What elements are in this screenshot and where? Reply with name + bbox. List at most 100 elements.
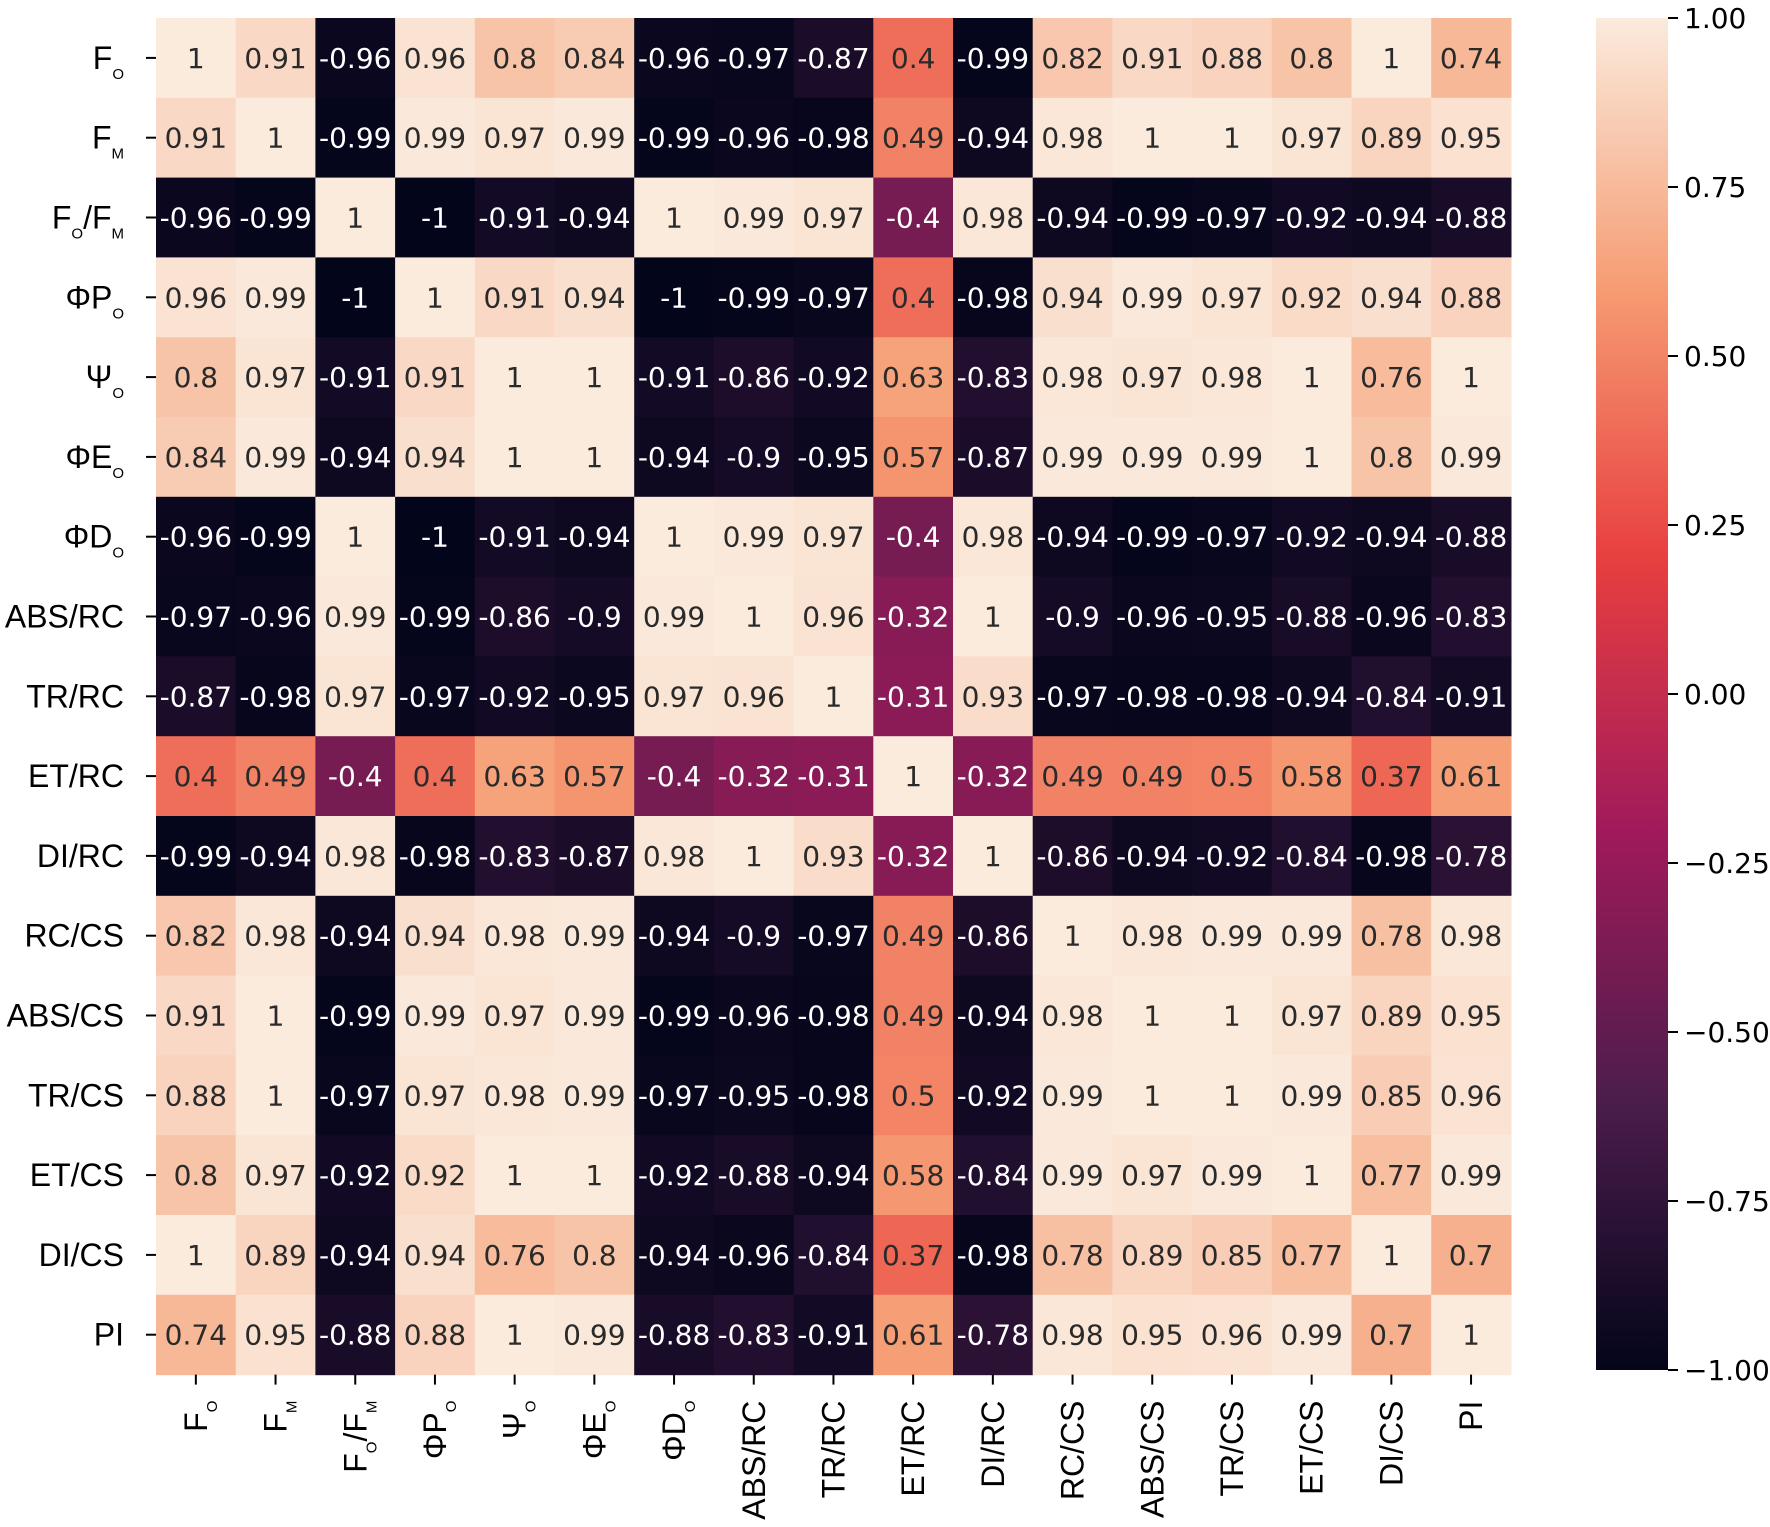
cell-value-label: 0.61: [1440, 760, 1502, 793]
cell-value-label: 0.98: [1440, 920, 1502, 953]
cell-value-label: -0.91: [478, 202, 550, 235]
heatmap-cell: [873, 576, 954, 657]
heatmap-cell: [1431, 337, 1512, 418]
cell-value-label: 0.78: [1041, 1239, 1103, 1272]
heatmap-cell: [315, 576, 396, 657]
x-tick-label: TR/CS: [1214, 1401, 1250, 1497]
heatmap-cell: [315, 97, 396, 179]
x-tick-label: ET/RC: [895, 1401, 931, 1497]
heatmap-cell: [793, 257, 874, 338]
cell-value-label: 0.78: [1360, 920, 1422, 953]
heatmap-cell: [953, 1294, 1034, 1376]
heatmap-cell: [634, 736, 715, 817]
heatmap-cell: [873, 257, 954, 338]
heatmap-cell: [1112, 417, 1193, 498]
heatmap-cell: [395, 1294, 476, 1376]
cell-value-label: -0.97: [797, 920, 869, 953]
heatmap-cell: [1192, 1294, 1273, 1376]
heatmap-cell: [1032, 496, 1113, 578]
heatmap-cell: [1431, 1055, 1512, 1136]
heatmap-cell: [713, 736, 795, 817]
cell-value-label: -0.92: [1196, 840, 1268, 873]
heatmap-cell: [474, 895, 556, 977]
cell-value-label: 0.96: [802, 601, 864, 634]
heatmap-cell: [1032, 816, 1113, 897]
x-tick-label: TR/RC: [815, 1401, 851, 1499]
colorbar-tick-label: 0.75: [1684, 171, 1746, 204]
cell-value-label: 0.89: [244, 1239, 306, 1272]
cell-value-label: -0.98: [957, 1239, 1029, 1272]
cell-value-label: -0.98: [1116, 680, 1188, 713]
cell-value-label: -0.98: [1355, 840, 1427, 873]
cell-value-label: 0.88: [1201, 42, 1263, 75]
y-tick-label: ABS/CS: [7, 998, 124, 1034]
cell-value-label: 0.76: [1360, 361, 1422, 394]
heatmap-cell: [793, 656, 874, 737]
heatmap-cell: [1032, 177, 1113, 258]
cell-value-label: 1: [825, 680, 843, 713]
cell-value-label: -0.99: [1116, 521, 1188, 554]
cell-value-label: 0.98: [1041, 361, 1103, 394]
cell-value-label: -0.94: [1116, 840, 1188, 873]
cell-value-label: 0.85: [1201, 1239, 1263, 1272]
cell-value-label: 0.98: [962, 521, 1024, 554]
heatmap-cell: [953, 97, 1034, 179]
heatmap-cell: [1032, 576, 1113, 657]
heatmap-cell: [1112, 496, 1193, 578]
heatmap-cell: [156, 177, 237, 258]
heatmap-cell: [1192, 1055, 1273, 1136]
heatmap-cell: [554, 1294, 635, 1376]
heatmap-cell: [713, 1294, 795, 1376]
heatmap-cell: [793, 97, 874, 179]
heatmap-cell: [156, 736, 237, 817]
cell-value-label: 0.49: [882, 1000, 944, 1033]
heatmap-cell: [235, 576, 316, 657]
cell-value-label: 0.99: [1201, 441, 1263, 474]
x-tick-label: ΦPO: [417, 1401, 460, 1460]
colorbar: 1.00 0.75 0.50 0.25 0.00 −0.25 −0.50 −0.75 −1.00: [1596, 2, 1770, 1387]
heatmap-cell: [315, 257, 396, 338]
cell-value-label: 0.8: [572, 1239, 617, 1272]
heatmap-cell: [873, 337, 954, 418]
heatmap-cell: [395, 417, 476, 498]
cell-value-label: 0.8: [492, 42, 537, 75]
heatmap-cell: [793, 18, 874, 99]
cell-value-label: -0.97: [638, 1079, 710, 1112]
cell-value-label: -0.92: [1275, 202, 1347, 235]
heatmap-cell: [235, 895, 316, 977]
cell-value-label: 0.99: [1201, 1159, 1263, 1192]
heatmap-cell: [873, 177, 954, 258]
heatmap-cell: [1431, 417, 1512, 498]
cell-value-label: 0.92: [404, 1159, 466, 1192]
heatmap-cell: [634, 496, 715, 578]
cell-value-label: -0.98: [399, 840, 471, 873]
heatmap-cell: [793, 496, 874, 578]
cell-value-label: 0.4: [174, 760, 219, 793]
cell-value-label: -0.83: [478, 840, 550, 873]
heatmap-cell: [1112, 18, 1193, 99]
heatmap-cell: [873, 736, 954, 817]
cell-value-label: 0.4: [413, 760, 458, 793]
colorbar-tick-label: 0.50: [1684, 340, 1746, 373]
heatmap-cell: [554, 18, 635, 99]
heatmap-cell: [156, 1055, 237, 1136]
heatmap-cell: [474, 1135, 556, 1216]
cell-value-label: 0.57: [563, 760, 625, 793]
cell-value-label: 0.98: [1041, 122, 1103, 155]
heatmap-cell: [1351, 656, 1432, 737]
heatmap-cell: [315, 1135, 396, 1216]
cell-value-label: 0.98: [1201, 361, 1263, 394]
cell-value-label: -0.96: [718, 122, 790, 155]
cell-value-label: 0.98: [643, 840, 705, 873]
heatmap-cell: [1192, 496, 1273, 578]
cell-value-label: 0.88: [165, 1079, 227, 1112]
heatmap-cell: [395, 816, 476, 897]
heatmap-cell: [315, 895, 396, 977]
cell-value-label: -0.99: [399, 601, 471, 634]
heatmap-cell: [713, 337, 795, 418]
heatmap-cell: [634, 177, 715, 258]
heatmap-cell: [953, 1215, 1034, 1296]
heatmap-cell: [1271, 656, 1353, 737]
y-axis-tick-labels: FO FM FO/FM ΦPO ΨO ΦEO ΦDO ABS/RC TR/RC ET/RC DI/R…: [5, 40, 156, 1353]
cell-value-label: 1: [1223, 1000, 1241, 1033]
